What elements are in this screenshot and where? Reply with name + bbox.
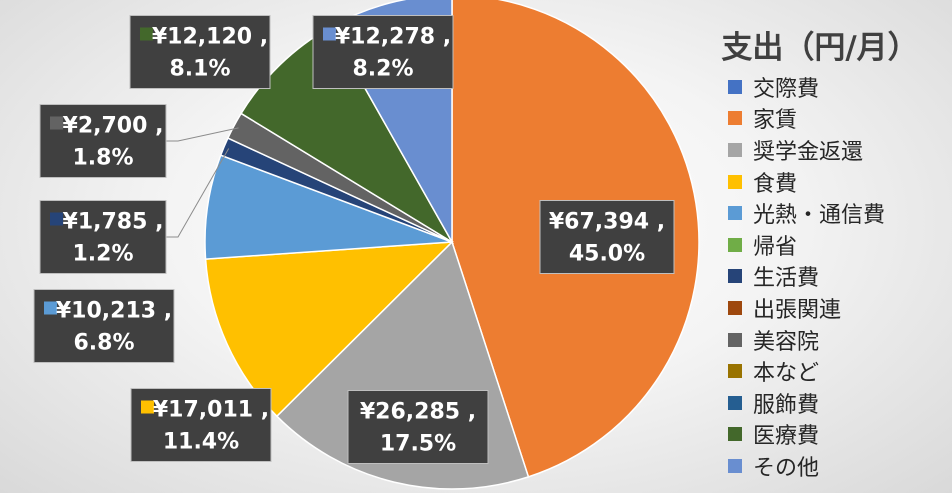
data-label-percent: 6.8%	[73, 331, 134, 356]
leader-line	[166, 148, 230, 238]
data-label--12-278-: ¥12,278 , 8.2%	[312, 15, 454, 89]
legend-swatch	[728, 427, 742, 442]
legend-swatch	[728, 458, 742, 473]
legend-swatch	[728, 332, 742, 347]
legend-item: 服飾費	[728, 387, 948, 419]
data-label-percent: 17.5%	[380, 432, 456, 457]
data-label-box	[129, 15, 271, 89]
data-label-percent: 8.2%	[352, 57, 413, 82]
data-label-value: ¥12,278 ,	[335, 25, 451, 50]
legend-item: 医療費	[728, 419, 948, 451]
legend-swatch	[728, 300, 742, 315]
legend-swatch	[728, 79, 742, 94]
legend-swatch	[728, 111, 742, 126]
legend-item: 帰省	[728, 229, 948, 261]
legend-swatch	[728, 364, 742, 379]
legend-item: 美容院	[728, 324, 948, 356]
data-label--12-120-: ¥12,120 , 8.1%	[129, 15, 271, 89]
legend-label: 奨学金返還	[753, 139, 864, 165]
legend-item: 家賃	[728, 103, 948, 135]
legend-swatch	[728, 174, 742, 189]
data-label-box	[312, 15, 454, 89]
data-label--10-213-: ¥10,213 , 6.8%	[33, 289, 175, 363]
data-label--17-011-: ¥17,011 , 11.4%	[130, 388, 272, 462]
data-label-percent: 1.2%	[72, 242, 133, 267]
legend-label: 家賃	[753, 108, 798, 134]
data-label-box	[130, 388, 272, 462]
legend-swatch	[728, 142, 742, 157]
legend-item: 本など	[728, 355, 948, 387]
chart-title: 支出（円/月）	[721, 30, 919, 66]
legend-item: 出張関連	[728, 292, 948, 324]
data-label--67-394-: ¥67,394 , 45.0%	[539, 200, 675, 274]
data-label--2-700-: ¥2,700 , 1.8%	[39, 104, 239, 178]
legend-swatch	[728, 206, 742, 221]
data-label-swatch	[50, 116, 63, 130]
data-label-value: ¥10,213 ,	[56, 299, 172, 324]
legend-label: 交際費	[753, 76, 820, 102]
data-label-percent: 45.0%	[569, 242, 645, 267]
data-label-percent: 11.4%	[163, 430, 239, 455]
legend-label: 帰省	[753, 234, 798, 260]
data-label-swatch	[140, 27, 153, 41]
legend-item: 交際費	[728, 71, 948, 103]
data-label-swatch	[141, 400, 154, 414]
legend-item: その他	[728, 450, 948, 482]
data-label-value: ¥12,120 ,	[152, 25, 268, 50]
data-label-swatch	[323, 27, 336, 41]
legend-swatch	[728, 269, 742, 284]
data-label--26-285-: ¥26,285 , 17.5%	[347, 390, 489, 464]
legend-label: その他	[753, 455, 820, 481]
legend-item: 奨学金返還	[728, 134, 948, 166]
data-label-box	[33, 289, 175, 363]
data-label-value: ¥1,785 ,	[63, 210, 164, 235]
legend-item: 生活費	[728, 261, 948, 293]
legend-label: 医療費	[753, 424, 820, 450]
legend-label: 生活費	[753, 266, 820, 292]
legend-swatch	[728, 395, 742, 410]
data-label-percent: 1.8%	[72, 146, 133, 171]
legend-label: 本など	[753, 361, 820, 387]
legend-item: 光熱・通信費	[728, 197, 948, 229]
leader-line	[166, 127, 239, 142]
data-label-value: ¥67,394 ,	[549, 210, 665, 235]
data-label-swatch	[44, 301, 57, 315]
data-label-value: ¥17,011 ,	[153, 398, 269, 423]
pie-slice	[204, 154, 453, 260]
data-label--1-785-: ¥1,785 , 1.2%	[39, 148, 230, 274]
legend-label: 食費	[753, 171, 798, 197]
legend-label: 出張関連	[753, 297, 842, 323]
data-label-percent: 8.1%	[169, 57, 230, 82]
legend-label: 光熱・通信費	[753, 203, 886, 229]
data-label-box	[539, 200, 675, 274]
legend-label: 美容院	[753, 329, 820, 355]
data-label-swatch	[50, 212, 63, 226]
data-label-box	[347, 390, 489, 464]
legend: 交際費家賃奨学金返還食費光熱・通信費 帰省生活費出張関連美容院本など服飾費医療費そ…	[728, 71, 948, 482]
legend-label: 服飾費	[753, 392, 820, 418]
data-label-value: ¥26,285 ,	[360, 400, 476, 425]
data-label-value: ¥2,700 ,	[63, 114, 164, 139]
legend-swatch	[728, 237, 742, 252]
legend-item: 食費	[728, 166, 948, 198]
